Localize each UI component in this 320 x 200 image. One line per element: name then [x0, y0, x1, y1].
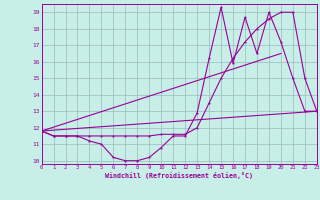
- X-axis label: Windchill (Refroidissement éolien,°C): Windchill (Refroidissement éolien,°C): [105, 172, 253, 179]
